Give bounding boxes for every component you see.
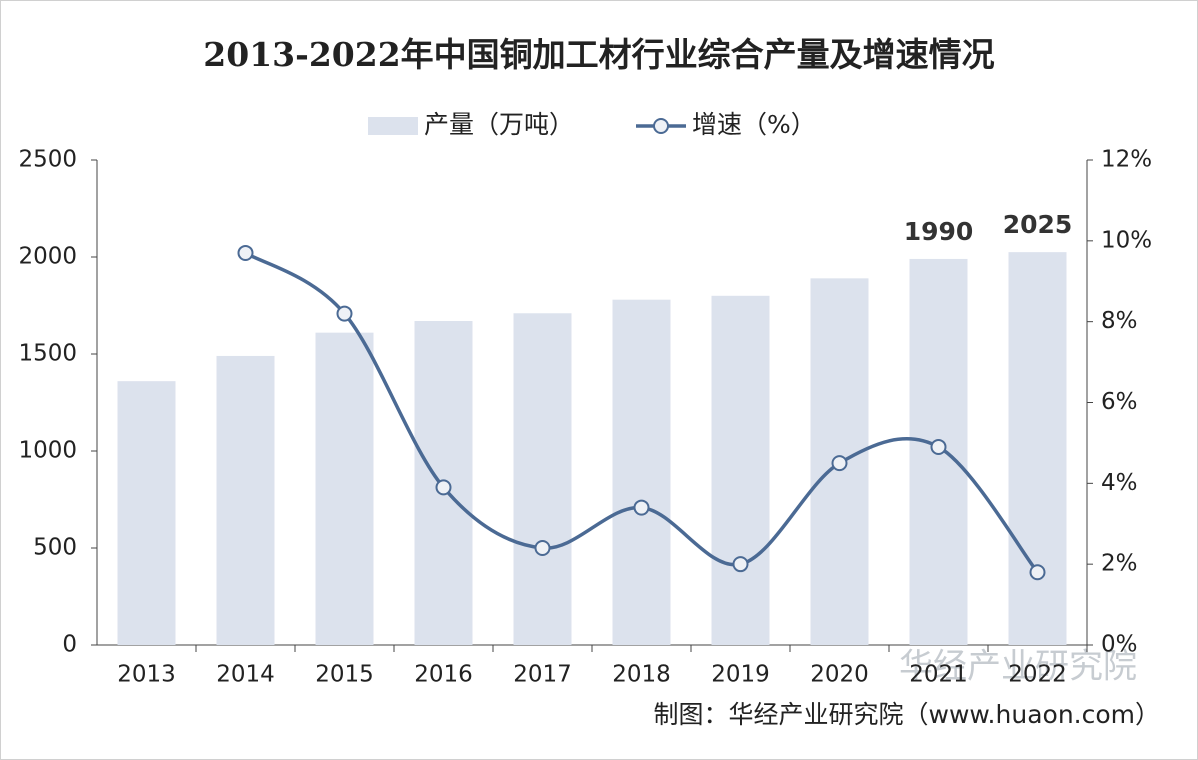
y-tick-label: 1000 bbox=[18, 438, 77, 464]
y-tick-label: 2000 bbox=[18, 244, 77, 270]
y-tick-label: 2500 bbox=[18, 147, 77, 173]
x-tick-label: 2021 bbox=[909, 662, 968, 688]
line-marker bbox=[732, 556, 749, 573]
y2-tick-label: 6% bbox=[1101, 389, 1138, 415]
bar bbox=[513, 313, 572, 645]
bar bbox=[711, 295, 770, 645]
bar bbox=[612, 299, 671, 645]
legend-label: 产量（万吨） bbox=[424, 110, 574, 139]
line-marker bbox=[831, 455, 848, 472]
x-tick-label: 2018 bbox=[612, 662, 671, 688]
data-label: 1990 bbox=[904, 217, 974, 246]
x-tick-label: 2019 bbox=[711, 662, 770, 688]
y2-tick-label: 12% bbox=[1101, 147, 1152, 173]
watermark: 华经产业研究院 bbox=[899, 647, 1137, 687]
line-marker bbox=[435, 479, 452, 496]
legend-label: 增速（%） bbox=[692, 110, 816, 139]
bar bbox=[216, 355, 275, 645]
y-tick-label: 0 bbox=[62, 632, 77, 658]
x-tick-label: 2015 bbox=[315, 662, 374, 688]
y2-tick-label: 10% bbox=[1101, 227, 1152, 253]
source-note: 制图：华经产业研究院（www.huaon.com） bbox=[654, 700, 1160, 729]
x-tick-label: 2017 bbox=[513, 662, 572, 688]
legend-marker bbox=[653, 118, 669, 134]
chart-title: 2013-2022年中国铜加工材行业综合产量及增速情况 bbox=[203, 35, 994, 74]
x-tick-label: 2013 bbox=[117, 662, 176, 688]
line-marker bbox=[1029, 564, 1046, 581]
bar bbox=[315, 332, 374, 645]
bar bbox=[117, 381, 176, 645]
y2-tick-label: 8% bbox=[1101, 308, 1138, 334]
data-label: 2025 bbox=[1003, 210, 1073, 239]
y-tick-label: 500 bbox=[33, 535, 77, 561]
y2-tick-label: 0% bbox=[1101, 632, 1138, 658]
x-tick-label: 2016 bbox=[414, 662, 473, 688]
line-marker bbox=[930, 438, 947, 455]
line-marker bbox=[237, 244, 254, 261]
y-tick-label: 1500 bbox=[18, 341, 77, 367]
x-tick-label: 2020 bbox=[810, 662, 869, 688]
line-marker bbox=[534, 540, 551, 556]
legend-swatch bbox=[368, 117, 418, 135]
y2-tick-label: 4% bbox=[1101, 470, 1138, 496]
x-tick-label: 2014 bbox=[216, 662, 275, 688]
line-marker bbox=[633, 499, 650, 516]
x-tick-label: 2022 bbox=[1008, 662, 1067, 688]
y2-tick-label: 2% bbox=[1101, 551, 1138, 577]
line-marker bbox=[336, 305, 353, 322]
bar bbox=[1008, 252, 1067, 645]
